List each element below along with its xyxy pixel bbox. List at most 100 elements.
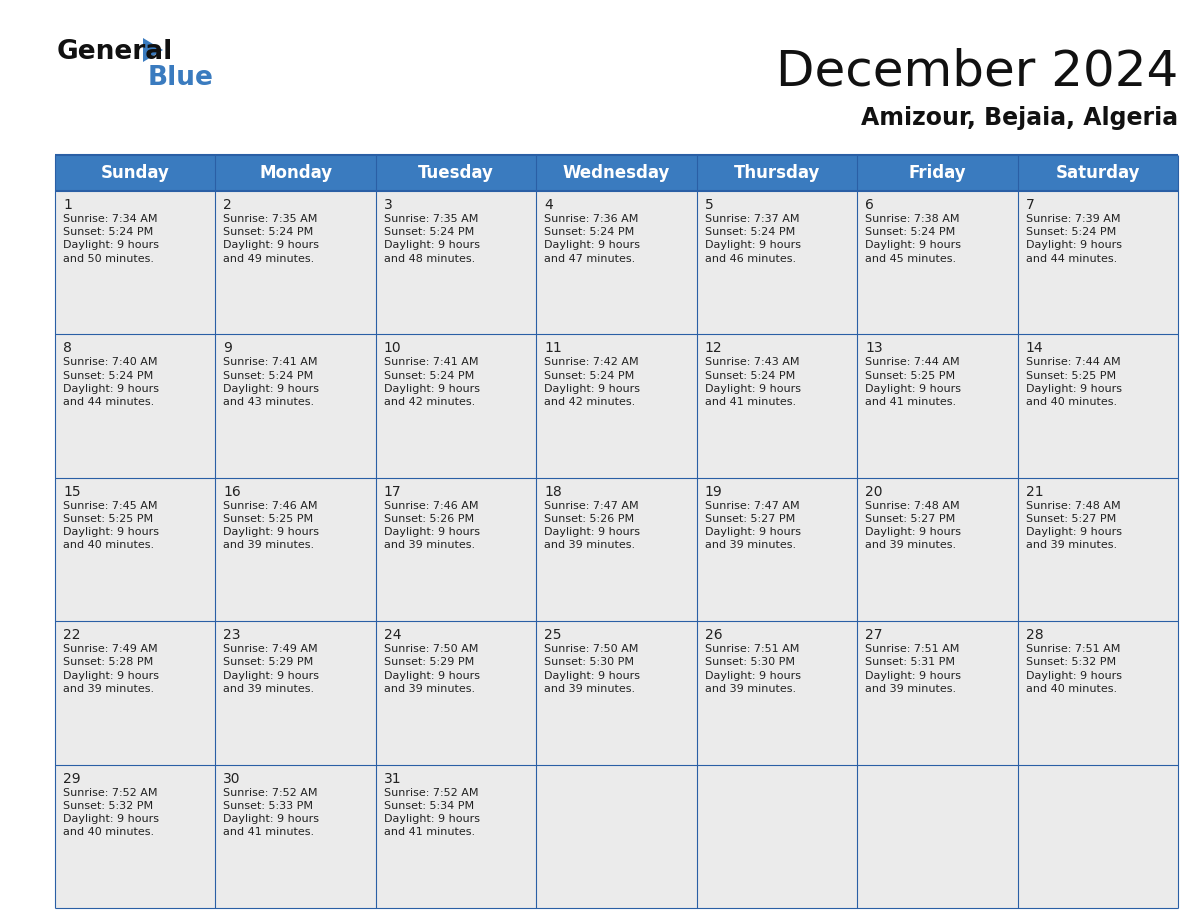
Text: 23: 23: [223, 628, 241, 643]
Text: 17: 17: [384, 485, 402, 498]
Bar: [696, 765, 858, 908]
Bar: [536, 765, 696, 908]
Text: Tuesday: Tuesday: [418, 164, 494, 182]
Bar: [858, 191, 1018, 334]
Text: Sunrise: 7:52 AM
Sunset: 5:33 PM
Daylight: 9 hours
and 41 minutes.: Sunrise: 7:52 AM Sunset: 5:33 PM Dayligh…: [223, 788, 320, 837]
Text: Sunrise: 7:48 AM
Sunset: 5:27 PM
Daylight: 9 hours
and 39 minutes.: Sunrise: 7:48 AM Sunset: 5:27 PM Dayligh…: [1025, 501, 1121, 551]
Text: 4: 4: [544, 198, 554, 212]
Bar: [215, 477, 375, 621]
Bar: [696, 621, 858, 765]
Bar: [55, 621, 215, 765]
Text: Sunrise: 7:45 AM
Sunset: 5:25 PM
Daylight: 9 hours
and 40 minutes.: Sunrise: 7:45 AM Sunset: 5:25 PM Dayligh…: [63, 501, 159, 551]
Bar: [696, 191, 858, 334]
Text: Sunrise: 7:50 AM
Sunset: 5:29 PM
Daylight: 9 hours
and 39 minutes.: Sunrise: 7:50 AM Sunset: 5:29 PM Dayligh…: [384, 644, 480, 694]
Text: 1: 1: [63, 198, 72, 212]
Text: 20: 20: [865, 485, 883, 498]
Bar: [375, 191, 536, 334]
Bar: [375, 477, 536, 621]
Text: Sunrise: 7:39 AM
Sunset: 5:24 PM
Daylight: 9 hours
and 44 minutes.: Sunrise: 7:39 AM Sunset: 5:24 PM Dayligh…: [1025, 214, 1121, 263]
Text: Sunrise: 7:42 AM
Sunset: 5:24 PM
Daylight: 9 hours
and 42 minutes.: Sunrise: 7:42 AM Sunset: 5:24 PM Dayligh…: [544, 357, 640, 407]
Bar: [1018, 765, 1178, 908]
Bar: [1018, 477, 1178, 621]
Text: Sunrise: 7:51 AM
Sunset: 5:30 PM
Daylight: 9 hours
and 39 minutes.: Sunrise: 7:51 AM Sunset: 5:30 PM Dayligh…: [704, 644, 801, 694]
Bar: [215, 334, 375, 477]
Text: Sunrise: 7:48 AM
Sunset: 5:27 PM
Daylight: 9 hours
and 39 minutes.: Sunrise: 7:48 AM Sunset: 5:27 PM Dayligh…: [865, 501, 961, 551]
Text: Wednesday: Wednesday: [563, 164, 670, 182]
Text: Sunrise: 7:37 AM
Sunset: 5:24 PM
Daylight: 9 hours
and 46 minutes.: Sunrise: 7:37 AM Sunset: 5:24 PM Dayligh…: [704, 214, 801, 263]
Text: Thursday: Thursday: [734, 164, 820, 182]
Bar: [215, 621, 375, 765]
Bar: [1018, 621, 1178, 765]
Text: Sunrise: 7:50 AM
Sunset: 5:30 PM
Daylight: 9 hours
and 39 minutes.: Sunrise: 7:50 AM Sunset: 5:30 PM Dayligh…: [544, 644, 640, 694]
Text: 5: 5: [704, 198, 714, 212]
Text: 15: 15: [63, 485, 81, 498]
Bar: [536, 334, 696, 477]
Bar: [375, 334, 536, 477]
Text: Sunrise: 7:34 AM
Sunset: 5:24 PM
Daylight: 9 hours
and 50 minutes.: Sunrise: 7:34 AM Sunset: 5:24 PM Dayligh…: [63, 214, 159, 263]
Text: Amizour, Bejaia, Algeria: Amizour, Bejaia, Algeria: [861, 106, 1178, 130]
Text: Sunrise: 7:49 AM
Sunset: 5:29 PM
Daylight: 9 hours
and 39 minutes.: Sunrise: 7:49 AM Sunset: 5:29 PM Dayligh…: [223, 644, 320, 694]
Bar: [536, 191, 696, 334]
Bar: [215, 765, 375, 908]
Bar: [858, 621, 1018, 765]
Bar: [215, 191, 375, 334]
Text: 12: 12: [704, 341, 722, 355]
Text: Sunrise: 7:35 AM
Sunset: 5:24 PM
Daylight: 9 hours
and 48 minutes.: Sunrise: 7:35 AM Sunset: 5:24 PM Dayligh…: [384, 214, 480, 263]
Text: Blue: Blue: [148, 65, 214, 91]
Bar: [858, 334, 1018, 477]
Bar: [696, 477, 858, 621]
Bar: [536, 621, 696, 765]
Bar: [215, 155, 375, 191]
Text: 8: 8: [63, 341, 72, 355]
Text: Sunrise: 7:36 AM
Sunset: 5:24 PM
Daylight: 9 hours
and 47 minutes.: Sunrise: 7:36 AM Sunset: 5:24 PM Dayligh…: [544, 214, 640, 263]
Text: Sunrise: 7:51 AM
Sunset: 5:32 PM
Daylight: 9 hours
and 40 minutes.: Sunrise: 7:51 AM Sunset: 5:32 PM Dayligh…: [1025, 644, 1121, 694]
Text: Monday: Monday: [259, 164, 333, 182]
Bar: [55, 191, 215, 334]
Bar: [536, 155, 696, 191]
Bar: [858, 765, 1018, 908]
Text: Sunrise: 7:52 AM
Sunset: 5:32 PM
Daylight: 9 hours
and 40 minutes.: Sunrise: 7:52 AM Sunset: 5:32 PM Dayligh…: [63, 788, 159, 837]
Bar: [55, 155, 215, 191]
Bar: [375, 155, 536, 191]
Bar: [55, 765, 215, 908]
Text: 28: 28: [1025, 628, 1043, 643]
Text: Sunrise: 7:47 AM
Sunset: 5:26 PM
Daylight: 9 hours
and 39 minutes.: Sunrise: 7:47 AM Sunset: 5:26 PM Dayligh…: [544, 501, 640, 551]
Text: Sunrise: 7:46 AM
Sunset: 5:25 PM
Daylight: 9 hours
and 39 minutes.: Sunrise: 7:46 AM Sunset: 5:25 PM Dayligh…: [223, 501, 320, 551]
Text: 29: 29: [63, 772, 81, 786]
Bar: [1018, 191, 1178, 334]
Text: 14: 14: [1025, 341, 1043, 355]
Text: 19: 19: [704, 485, 722, 498]
Text: Saturday: Saturday: [1055, 164, 1140, 182]
Bar: [1018, 155, 1178, 191]
Text: 13: 13: [865, 341, 883, 355]
Bar: [1018, 334, 1178, 477]
Text: 11: 11: [544, 341, 562, 355]
Text: 24: 24: [384, 628, 402, 643]
Text: 16: 16: [223, 485, 241, 498]
Bar: [858, 155, 1018, 191]
Bar: [55, 477, 215, 621]
Text: December 2024: December 2024: [776, 48, 1178, 96]
Text: 2: 2: [223, 198, 232, 212]
Text: Sunrise: 7:43 AM
Sunset: 5:24 PM
Daylight: 9 hours
and 41 minutes.: Sunrise: 7:43 AM Sunset: 5:24 PM Dayligh…: [704, 357, 801, 407]
Text: 31: 31: [384, 772, 402, 786]
Text: 10: 10: [384, 341, 402, 355]
Text: Sunrise: 7:40 AM
Sunset: 5:24 PM
Daylight: 9 hours
and 44 minutes.: Sunrise: 7:40 AM Sunset: 5:24 PM Dayligh…: [63, 357, 159, 407]
Text: 6: 6: [865, 198, 874, 212]
Text: 21: 21: [1025, 485, 1043, 498]
Text: 3: 3: [384, 198, 392, 212]
Text: Sunrise: 7:38 AM
Sunset: 5:24 PM
Daylight: 9 hours
and 45 minutes.: Sunrise: 7:38 AM Sunset: 5:24 PM Dayligh…: [865, 214, 961, 263]
Text: 18: 18: [544, 485, 562, 498]
Text: Sunrise: 7:49 AM
Sunset: 5:28 PM
Daylight: 9 hours
and 39 minutes.: Sunrise: 7:49 AM Sunset: 5:28 PM Dayligh…: [63, 644, 159, 694]
Text: 30: 30: [223, 772, 241, 786]
Text: Sunrise: 7:51 AM
Sunset: 5:31 PM
Daylight: 9 hours
and 39 minutes.: Sunrise: 7:51 AM Sunset: 5:31 PM Dayligh…: [865, 644, 961, 694]
Text: Sunrise: 7:47 AM
Sunset: 5:27 PM
Daylight: 9 hours
and 39 minutes.: Sunrise: 7:47 AM Sunset: 5:27 PM Dayligh…: [704, 501, 801, 551]
Text: Sunrise: 7:35 AM
Sunset: 5:24 PM
Daylight: 9 hours
and 49 minutes.: Sunrise: 7:35 AM Sunset: 5:24 PM Dayligh…: [223, 214, 320, 263]
Bar: [696, 334, 858, 477]
Text: Sunrise: 7:52 AM
Sunset: 5:34 PM
Daylight: 9 hours
and 41 minutes.: Sunrise: 7:52 AM Sunset: 5:34 PM Dayligh…: [384, 788, 480, 837]
Bar: [375, 621, 536, 765]
Text: Sunrise: 7:41 AM
Sunset: 5:24 PM
Daylight: 9 hours
and 43 minutes.: Sunrise: 7:41 AM Sunset: 5:24 PM Dayligh…: [223, 357, 320, 407]
Bar: [858, 477, 1018, 621]
Text: 9: 9: [223, 341, 233, 355]
Polygon shape: [143, 38, 163, 62]
